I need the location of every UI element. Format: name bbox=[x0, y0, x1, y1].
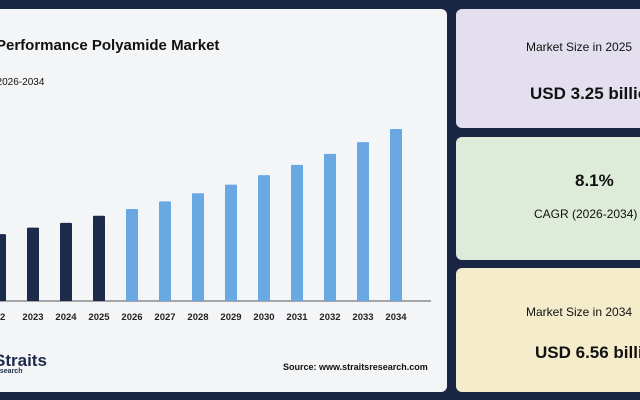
x-tick-label: 2024 bbox=[55, 312, 77, 323]
source-note: Source: www.straitsresearch.com bbox=[283, 362, 428, 372]
market-size-2034-card: Market Size in 2034 USD 6.56 billio bbox=[456, 268, 640, 392]
bar-2032 bbox=[324, 153, 336, 301]
cagr-card: 8.1% CAGR (2026-2034) bbox=[456, 137, 640, 260]
straits-logo: Straits bbox=[0, 351, 47, 370]
bar-2025 bbox=[93, 215, 105, 301]
x-tick-label: 2031 bbox=[286, 312, 308, 323]
card-value: 8.1% bbox=[575, 171, 614, 190]
bar-chart: 22 2023 2024 2025 2026 2027 2028 2029 2030 2031 20… bbox=[0, 129, 431, 323]
bar-2023 bbox=[27, 227, 39, 301]
bar-2030 bbox=[258, 175, 270, 301]
x-tick-label: 2030 bbox=[253, 312, 274, 323]
bar-2027 bbox=[159, 201, 171, 301]
x-tick-label: 2028 bbox=[187, 312, 208, 323]
card-value: USD 3.25 billio bbox=[530, 84, 640, 103]
card-label: CAGR (2026-2034) bbox=[534, 207, 638, 221]
bar-2033 bbox=[357, 142, 369, 301]
bar-2028 bbox=[192, 193, 204, 301]
x-tick-label: 2026 bbox=[121, 312, 142, 323]
card-label: Market Size in 2025 bbox=[526, 40, 633, 54]
bar-2024 bbox=[60, 222, 72, 301]
x-tick-label: 2034 bbox=[385, 312, 407, 323]
x-tick-label: 22 bbox=[0, 312, 5, 323]
x-tick-label: 2025 bbox=[88, 312, 110, 323]
x-tick-label: 2032 bbox=[319, 312, 340, 323]
bar-22 bbox=[0, 234, 6, 301]
bar-2026 bbox=[126, 208, 138, 301]
bar-2031 bbox=[291, 164, 303, 301]
x-tick-label: 2027 bbox=[154, 312, 175, 323]
logo-subtext: esearch bbox=[0, 368, 23, 375]
x-tick-label: 2033 bbox=[352, 312, 373, 323]
chart-title: -Performance Polyamide Market bbox=[0, 37, 220, 54]
card-label: Market Size in 2034 bbox=[526, 305, 633, 319]
bar-2034 bbox=[390, 129, 402, 301]
x-tick-label: 2023 bbox=[22, 312, 43, 323]
chart-panel: -Performance Polyamide Market t 2026-203… bbox=[0, 9, 447, 392]
chart-subtitle: t 2026-2034 bbox=[0, 77, 45, 88]
card-value: USD 6.56 billio bbox=[535, 343, 640, 362]
market-size-2025-card: Market Size in 2025 USD 3.25 billio bbox=[456, 9, 640, 128]
bar-2029 bbox=[225, 184, 237, 301]
x-tick-label: 2029 bbox=[220, 312, 241, 323]
